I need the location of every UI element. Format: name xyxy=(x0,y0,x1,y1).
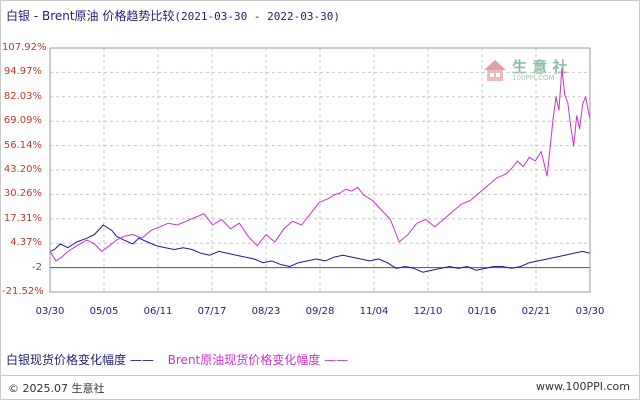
chart-title: 白银 - Brent原油 价格趋势比较(2021-03-30 - 2022-03… xyxy=(6,7,340,24)
chart-date-range: (2021-03-30 - 2022-03-30) xyxy=(174,10,340,23)
plot-border xyxy=(49,47,591,293)
y-tick-label: 69.09% xyxy=(3,115,42,127)
x-tick-label: 12/10 xyxy=(413,306,443,317)
watermark-logo: 生 意 社 100PPI.COM xyxy=(482,58,567,88)
legend-series-brent: Brent原油现货价格变化幅度 —— xyxy=(167,353,349,367)
y-tick-label: 30.26% xyxy=(3,188,42,200)
x-tick-label: 02/21 xyxy=(521,306,551,317)
y-tick-label: 82.03% xyxy=(3,90,42,102)
x-tick-label: 06/11 xyxy=(143,306,173,317)
legend-series-silver: 白银现货价格变化幅度 —— xyxy=(6,353,154,367)
y-tick-label: 43.20% xyxy=(3,164,42,175)
series-layer xyxy=(49,68,591,273)
footer-divider xyxy=(0,375,640,376)
y-tick-label: 17.31% xyxy=(3,212,42,224)
y-tick-label: 94.97% xyxy=(3,66,42,78)
chart-title-text: 白银 - Brent原油 价格趋势比较 xyxy=(6,9,175,23)
watermark-url: 100PPI.COM xyxy=(512,74,555,82)
y-tick-label: 56.14% xyxy=(3,139,42,151)
watermark-name: 生 意 社 xyxy=(512,58,568,76)
y-tick-label: 107.92% xyxy=(2,42,47,53)
footer-copyright: © 2025.07 生意社 xyxy=(8,382,105,395)
x-tick-label: 05/05 xyxy=(89,306,119,317)
watermark-house-icon xyxy=(484,60,506,81)
x-tick-label: 11/04 xyxy=(359,306,389,317)
series-line-brent xyxy=(49,68,591,262)
x-tick-label: 07/17 xyxy=(197,306,227,317)
series-line-silver xyxy=(49,224,591,273)
grid-layer xyxy=(50,48,590,292)
y-tick-label: -21.52% xyxy=(2,286,44,297)
x-tick-label: 03/30 xyxy=(35,306,65,317)
x-tick-label: 03/30 xyxy=(575,306,605,317)
footer-site-link[interactable]: www.100PPI.com xyxy=(536,380,630,393)
y-tick-label: -2 xyxy=(32,261,42,273)
chart-legend: 白银现货价格变化幅度 —— Brent原油现货价格变化幅度 —— xyxy=(6,351,348,368)
x-tick-label: 01/16 xyxy=(467,306,497,317)
x-tick-label: 08/23 xyxy=(251,306,281,317)
x-tick-label: 09/28 xyxy=(305,306,335,317)
y-tick-label: 4.37% xyxy=(10,237,42,249)
